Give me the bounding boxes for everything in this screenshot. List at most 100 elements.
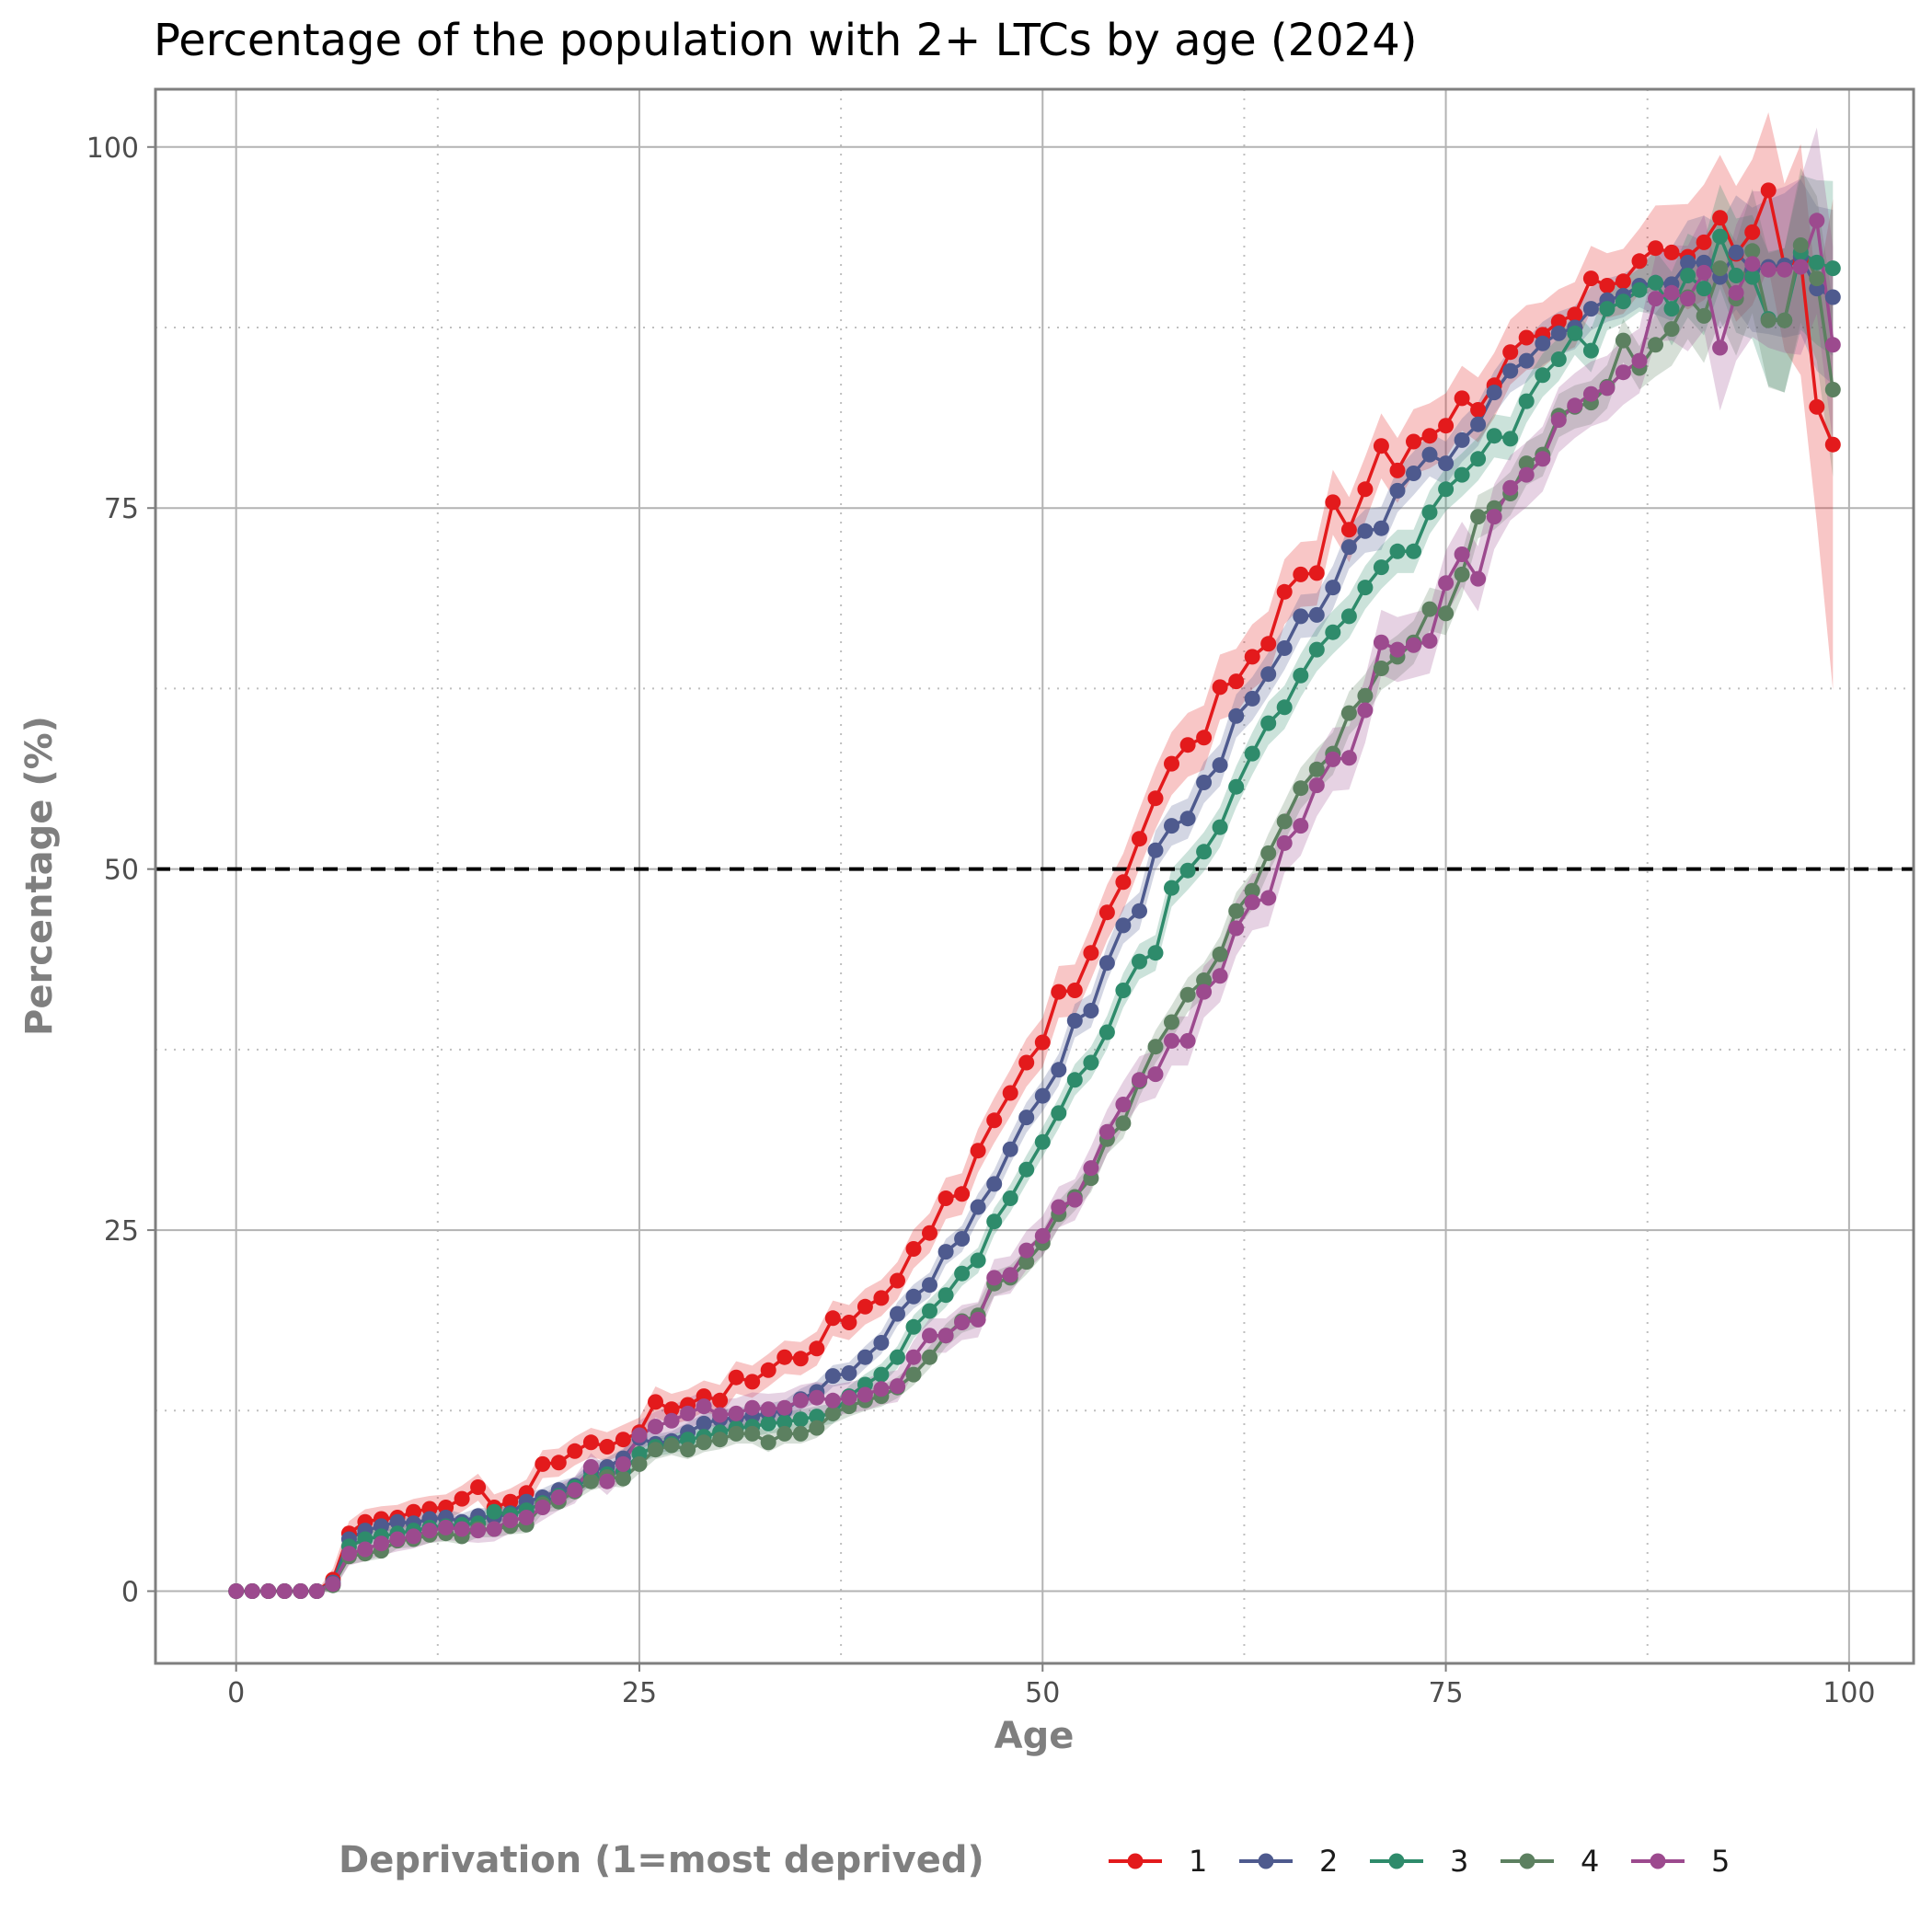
data-point-series-1 [760, 1362, 776, 1378]
data-point-series-2 [1018, 1110, 1035, 1126]
data-point-series-5 [325, 1576, 341, 1593]
data-point-series-5 [1486, 509, 1502, 525]
data-point-series-5 [744, 1399, 761, 1416]
data-point-series-3 [1051, 1105, 1067, 1121]
data-point-series-1 [1744, 224, 1761, 240]
data-point-series-5 [1470, 570, 1487, 587]
data-point-series-5 [1454, 546, 1470, 562]
data-point-series-4 [1712, 260, 1729, 277]
data-point-series-2 [1824, 289, 1841, 305]
data-point-series-2 [1454, 431, 1470, 448]
data-point-series-5 [1712, 339, 1729, 356]
data-point-series-3 [1648, 274, 1663, 291]
data-point-series-5 [502, 1512, 519, 1529]
data-point-series-5 [260, 1583, 277, 1599]
data-point-series-4 [824, 1405, 841, 1421]
data-point-series-1 [1132, 831, 1147, 847]
data-point-series-1 [776, 1349, 793, 1365]
data-point-series-5 [760, 1401, 776, 1418]
data-point-series-4 [1421, 601, 1438, 617]
data-point-series-5 [470, 1523, 487, 1539]
data-point-series-5 [663, 1412, 680, 1429]
data-point-series-2 [1212, 757, 1228, 774]
legend-key-point [1519, 1853, 1535, 1869]
data-point-series-2 [1132, 903, 1147, 919]
data-point-series-1 [1454, 390, 1470, 407]
data-point-series-1 [1648, 240, 1663, 257]
data-point-series-5 [1438, 575, 1455, 592]
y-axis-title: Percentage (%) [18, 716, 61, 1036]
data-point-series-2 [1228, 707, 1245, 724]
series-line-5 [236, 219, 1835, 1593]
data-point-series-1 [712, 1392, 729, 1409]
data-point-series-2 [970, 1199, 986, 1215]
data-point-series-5 [1276, 834, 1293, 851]
data-point-series-5 [1582, 385, 1599, 402]
data-point-series-5 [1648, 291, 1663, 307]
data-point-series-5 [1357, 702, 1374, 719]
data-point-series-2 [857, 1349, 873, 1365]
data-point-series-5 [954, 1315, 971, 1330]
data-point-series-2 [841, 1365, 857, 1381]
ci-ribbon-series-3 [236, 175, 1834, 1592]
data-point-series-4 [631, 1455, 648, 1472]
data-point-series-5 [550, 1489, 567, 1505]
data-point-series-5 [1421, 633, 1438, 650]
data-point-series-4 [1663, 321, 1680, 338]
data-point-series-3 [1147, 945, 1164, 961]
data-point-series-5 [615, 1455, 631, 1472]
data-point-series-1 [857, 1298, 873, 1315]
data-point-series-3 [890, 1349, 905, 1365]
data-point-series-4 [1454, 566, 1470, 582]
data-point-series-5 [1631, 352, 1648, 369]
data-point-series-4 [1470, 509, 1487, 525]
data-point-series-5 [905, 1349, 922, 1365]
data-point-series-1 [1615, 273, 1631, 290]
data-point-series-1 [1470, 402, 1487, 418]
legend-label: 2 [1319, 1844, 1338, 1879]
data-point-series-3 [986, 1213, 1003, 1230]
data-point-series-1 [1824, 436, 1841, 453]
data-point-series-5 [1373, 634, 1389, 650]
legend-key-point [1388, 1853, 1405, 1869]
data-point-series-4 [1260, 845, 1277, 861]
data-point-series-2 [1293, 608, 1309, 625]
data-point-series-5 [1212, 968, 1228, 984]
data-point-series-2 [873, 1335, 890, 1351]
data-point-series-4 [663, 1437, 680, 1454]
data-point-series-1 [1421, 428, 1438, 444]
data-point-series-5 [1196, 983, 1213, 1000]
data-point-series-2 [1083, 1003, 1099, 1018]
legend-label: 5 [1711, 1844, 1730, 1879]
data-point-series-3 [1373, 559, 1389, 576]
legend-label: 4 [1581, 1844, 1599, 1879]
data-point-series-4 [648, 1442, 663, 1458]
data-point-series-5 [1179, 1032, 1196, 1049]
data-point-series-3 [1438, 481, 1455, 498]
data-point-series-5 [728, 1405, 744, 1421]
y-tick-label: 100 [86, 132, 139, 165]
data-point-series-2 [890, 1305, 905, 1322]
y-tick-label: 75 [104, 493, 139, 525]
data-point-series-3 [809, 1409, 825, 1425]
data-point-series-4 [1792, 237, 1809, 253]
data-point-series-2 [1098, 955, 1115, 972]
data-point-series-1 [648, 1394, 663, 1410]
data-point-series-5 [244, 1583, 260, 1599]
major-gridlines [155, 89, 1914, 1663]
data-point-series-5 [809, 1389, 825, 1406]
data-point-series-5 [1308, 777, 1325, 794]
data-point-series-3 [970, 1252, 986, 1269]
data-point-series-4 [680, 1442, 696, 1458]
x-tick-label: 100 [1823, 1677, 1875, 1709]
data-point-series-5 [599, 1473, 615, 1489]
data-point-series-3 [1034, 1133, 1051, 1150]
data-point-series-5 [228, 1583, 245, 1599]
data-point-series-3 [905, 1318, 922, 1335]
data-point-series-1 [1179, 737, 1196, 753]
data-point-series-4 [1164, 1014, 1179, 1030]
data-point-series-1 [1406, 433, 1421, 450]
data-point-series-3 [922, 1303, 937, 1319]
data-point-series-1 [841, 1315, 857, 1330]
data-point-series-5 [986, 1270, 1003, 1286]
